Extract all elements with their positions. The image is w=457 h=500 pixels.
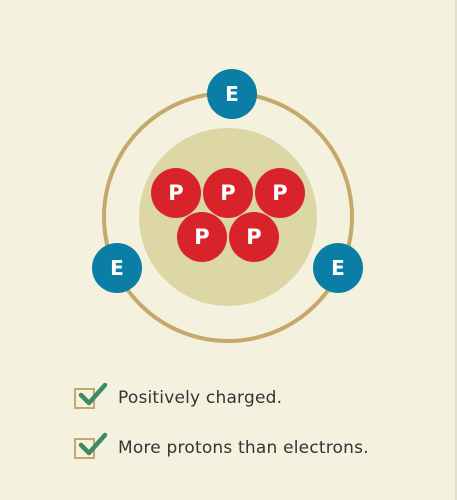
atom-diagram: P P P P P E E E bbox=[92, 69, 363, 343]
proton: P bbox=[177, 212, 227, 262]
checklist-item-label: More protons than electrons. bbox=[118, 438, 369, 458]
proton-label: P bbox=[272, 181, 287, 205]
proton-label: P bbox=[246, 225, 261, 249]
proton-label: P bbox=[220, 181, 235, 205]
proton: P bbox=[229, 212, 279, 262]
electron-label: E bbox=[110, 256, 124, 280]
check-icon bbox=[78, 432, 108, 455]
proton: P bbox=[203, 168, 253, 218]
electron-label: E bbox=[225, 82, 239, 106]
proton: P bbox=[255, 168, 305, 218]
proton: P bbox=[151, 168, 201, 218]
checklist-item-label: Positively charged. bbox=[118, 388, 283, 408]
checklist-item: Positively charged. bbox=[74, 382, 434, 414]
electron: E bbox=[207, 69, 257, 119]
proton-label: P bbox=[168, 181, 183, 205]
checklist-item: More protons than electrons. bbox=[74, 432, 434, 464]
checkbox bbox=[74, 432, 108, 459]
right-edge-divider bbox=[455, 0, 457, 500]
electron: E bbox=[92, 243, 142, 293]
checkbox bbox=[74, 382, 108, 409]
proton-label: P bbox=[194, 225, 209, 249]
check-icon bbox=[78, 382, 108, 405]
electron: E bbox=[313, 243, 363, 293]
electron-label: E bbox=[331, 256, 345, 280]
